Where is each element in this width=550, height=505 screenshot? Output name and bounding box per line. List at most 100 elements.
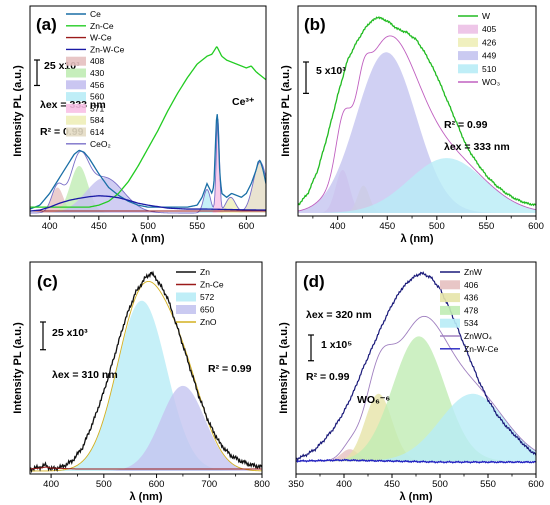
- legend-entry: Ce: [90, 9, 101, 19]
- legend-swatch: [440, 280, 460, 290]
- chart-panel-2: 400 500 600 700 800 λ (nm) Intensity PL (a.u.)…: [12, 261, 270, 503]
- legend-swatch: [458, 37, 478, 47]
- series-line-Zn-Ce: [30, 46, 266, 208]
- x-tick-label: 400: [336, 479, 352, 490]
- series-line-Zn-W-Ce: [30, 195, 266, 212]
- legend-entry: 614: [90, 127, 104, 137]
- peak-fill-560: [30, 189, 266, 213]
- x-tick-label: 400: [43, 479, 59, 490]
- legend-entry: Zn-Ce: [90, 21, 114, 31]
- legend-entry: 430: [90, 68, 104, 78]
- legend: ZnW 406 436 478 534 ZnWO₄ Zn-W-Ce: [440, 267, 499, 354]
- x-tick-label: 400: [330, 221, 346, 232]
- x-tick-label: 550: [480, 479, 496, 490]
- x-tick-label: 350: [288, 479, 304, 490]
- legend-entry: 572: [200, 292, 214, 302]
- legend-entry: 534: [464, 318, 478, 328]
- legend-entry: ZnW: [464, 267, 482, 277]
- peak-fill-650: [30, 385, 262, 471]
- legend-entry: W-Ce: [90, 33, 112, 43]
- plot-area: [30, 46, 266, 214]
- x-axis: 350 400 450 500 550 600: [288, 474, 544, 490]
- legend-entry: ZnO: [200, 317, 217, 327]
- y-axis-label: Intensity PL (a.u.): [278, 322, 290, 414]
- legend-entry: W: [482, 11, 490, 21]
- x-tick-label: 500: [140, 221, 156, 232]
- legend: Zn Zn-Ce 572 650 ZnO: [176, 267, 224, 327]
- series-line-Zn-Ce: [30, 466, 262, 470]
- annotation: λex = 333 nm: [444, 141, 510, 153]
- legend-swatch: [66, 56, 86, 66]
- series-line-Ce: [30, 114, 266, 210]
- x-tick-label: 700: [201, 479, 217, 490]
- y-axis-label: Intensity PL (a.u.): [280, 65, 292, 157]
- x-axis: 400 500 600 700 800: [43, 474, 270, 490]
- panel-label: (c): [37, 272, 58, 291]
- peak-fill-456: [30, 177, 266, 213]
- legend-entry: Zn-W-Ce: [464, 344, 499, 354]
- annotation: λex = 310 nm: [52, 369, 118, 381]
- legend-entry: 456: [90, 80, 104, 90]
- scale-bar: [303, 61, 309, 94]
- legend-entry: 584: [90, 115, 104, 125]
- annotation: 25 x10³: [52, 327, 88, 339]
- legend-entry: 406: [464, 280, 478, 290]
- x-axis-label: λ (nm): [132, 233, 165, 245]
- x-tick-label: 450: [379, 221, 395, 232]
- x-axis-label: λ (nm): [130, 491, 163, 503]
- legend-swatch: [176, 292, 196, 302]
- scale-bar: [34, 59, 40, 87]
- series-line-Zn: [30, 270, 262, 474]
- x-tick-label: 800: [254, 479, 270, 490]
- plot-area: [298, 16, 536, 213]
- panel-label: (b): [304, 15, 326, 34]
- x-tick-label: 600: [149, 479, 165, 490]
- legend-swatch: [176, 305, 196, 314]
- chart-panel-3: 350 400 450 500 550 600 λ (nm) Intensity PL (a.…: [278, 261, 544, 503]
- fit-line: [298, 35, 536, 212]
- plot-frame: [29, 261, 263, 475]
- series-line-W: [298, 16, 536, 207]
- scale-bar: [40, 321, 46, 351]
- series-line-Zn-W-Ce: [296, 458, 536, 464]
- plot-area: [296, 271, 536, 464]
- legend-swatch: [66, 127, 86, 137]
- x-tick-label: 500: [432, 479, 448, 490]
- y-axis-label: Intensity PL (a.u.): [12, 322, 24, 414]
- panel-label: (a): [36, 15, 57, 34]
- legend-swatch: [458, 24, 478, 34]
- peak-fill-510: [298, 158, 536, 213]
- annotation: R² = 0.99: [306, 371, 350, 383]
- scale-bar: [308, 334, 314, 362]
- peak-fill-408: [30, 187, 266, 213]
- plot-frame: [297, 5, 537, 217]
- x-tick-label: 550: [189, 221, 205, 232]
- legend-swatch: [440, 318, 460, 328]
- legend: W 405 426 449 510 WO₃: [458, 11, 500, 87]
- series-line-ZnW: [296, 271, 536, 462]
- peak-fill-449: [298, 52, 536, 213]
- annotation: Ce³⁺: [232, 96, 255, 108]
- legend-entry: Zn-W-Ce: [90, 44, 125, 54]
- legend-entry: 650: [200, 305, 214, 315]
- legend-entry: Zn: [200, 267, 210, 277]
- x-tick-label: 500: [429, 221, 445, 232]
- legend-swatch: [66, 115, 86, 125]
- legend-entry: 426: [482, 37, 496, 47]
- x-axis-label: λ (nm): [401, 233, 434, 245]
- x-tick-label: 600: [238, 221, 254, 232]
- legend-entry: ZnWO₄: [464, 331, 493, 341]
- peak-fill-478: [296, 336, 536, 462]
- annotation: 5 x10³: [316, 65, 346, 77]
- legend-entry: 478: [464, 305, 478, 315]
- legend-swatch: [66, 80, 86, 90]
- legend-swatch: [458, 51, 478, 61]
- annotation: 1 x10⁵: [321, 339, 352, 351]
- legend-swatch: [66, 92, 86, 102]
- x-tick-label: 450: [384, 479, 400, 490]
- legend-entry: 571: [90, 103, 104, 113]
- legend-swatch: [440, 305, 460, 315]
- legend-entry: WO₃: [482, 77, 500, 87]
- x-axis-label: λ (nm): [400, 491, 433, 503]
